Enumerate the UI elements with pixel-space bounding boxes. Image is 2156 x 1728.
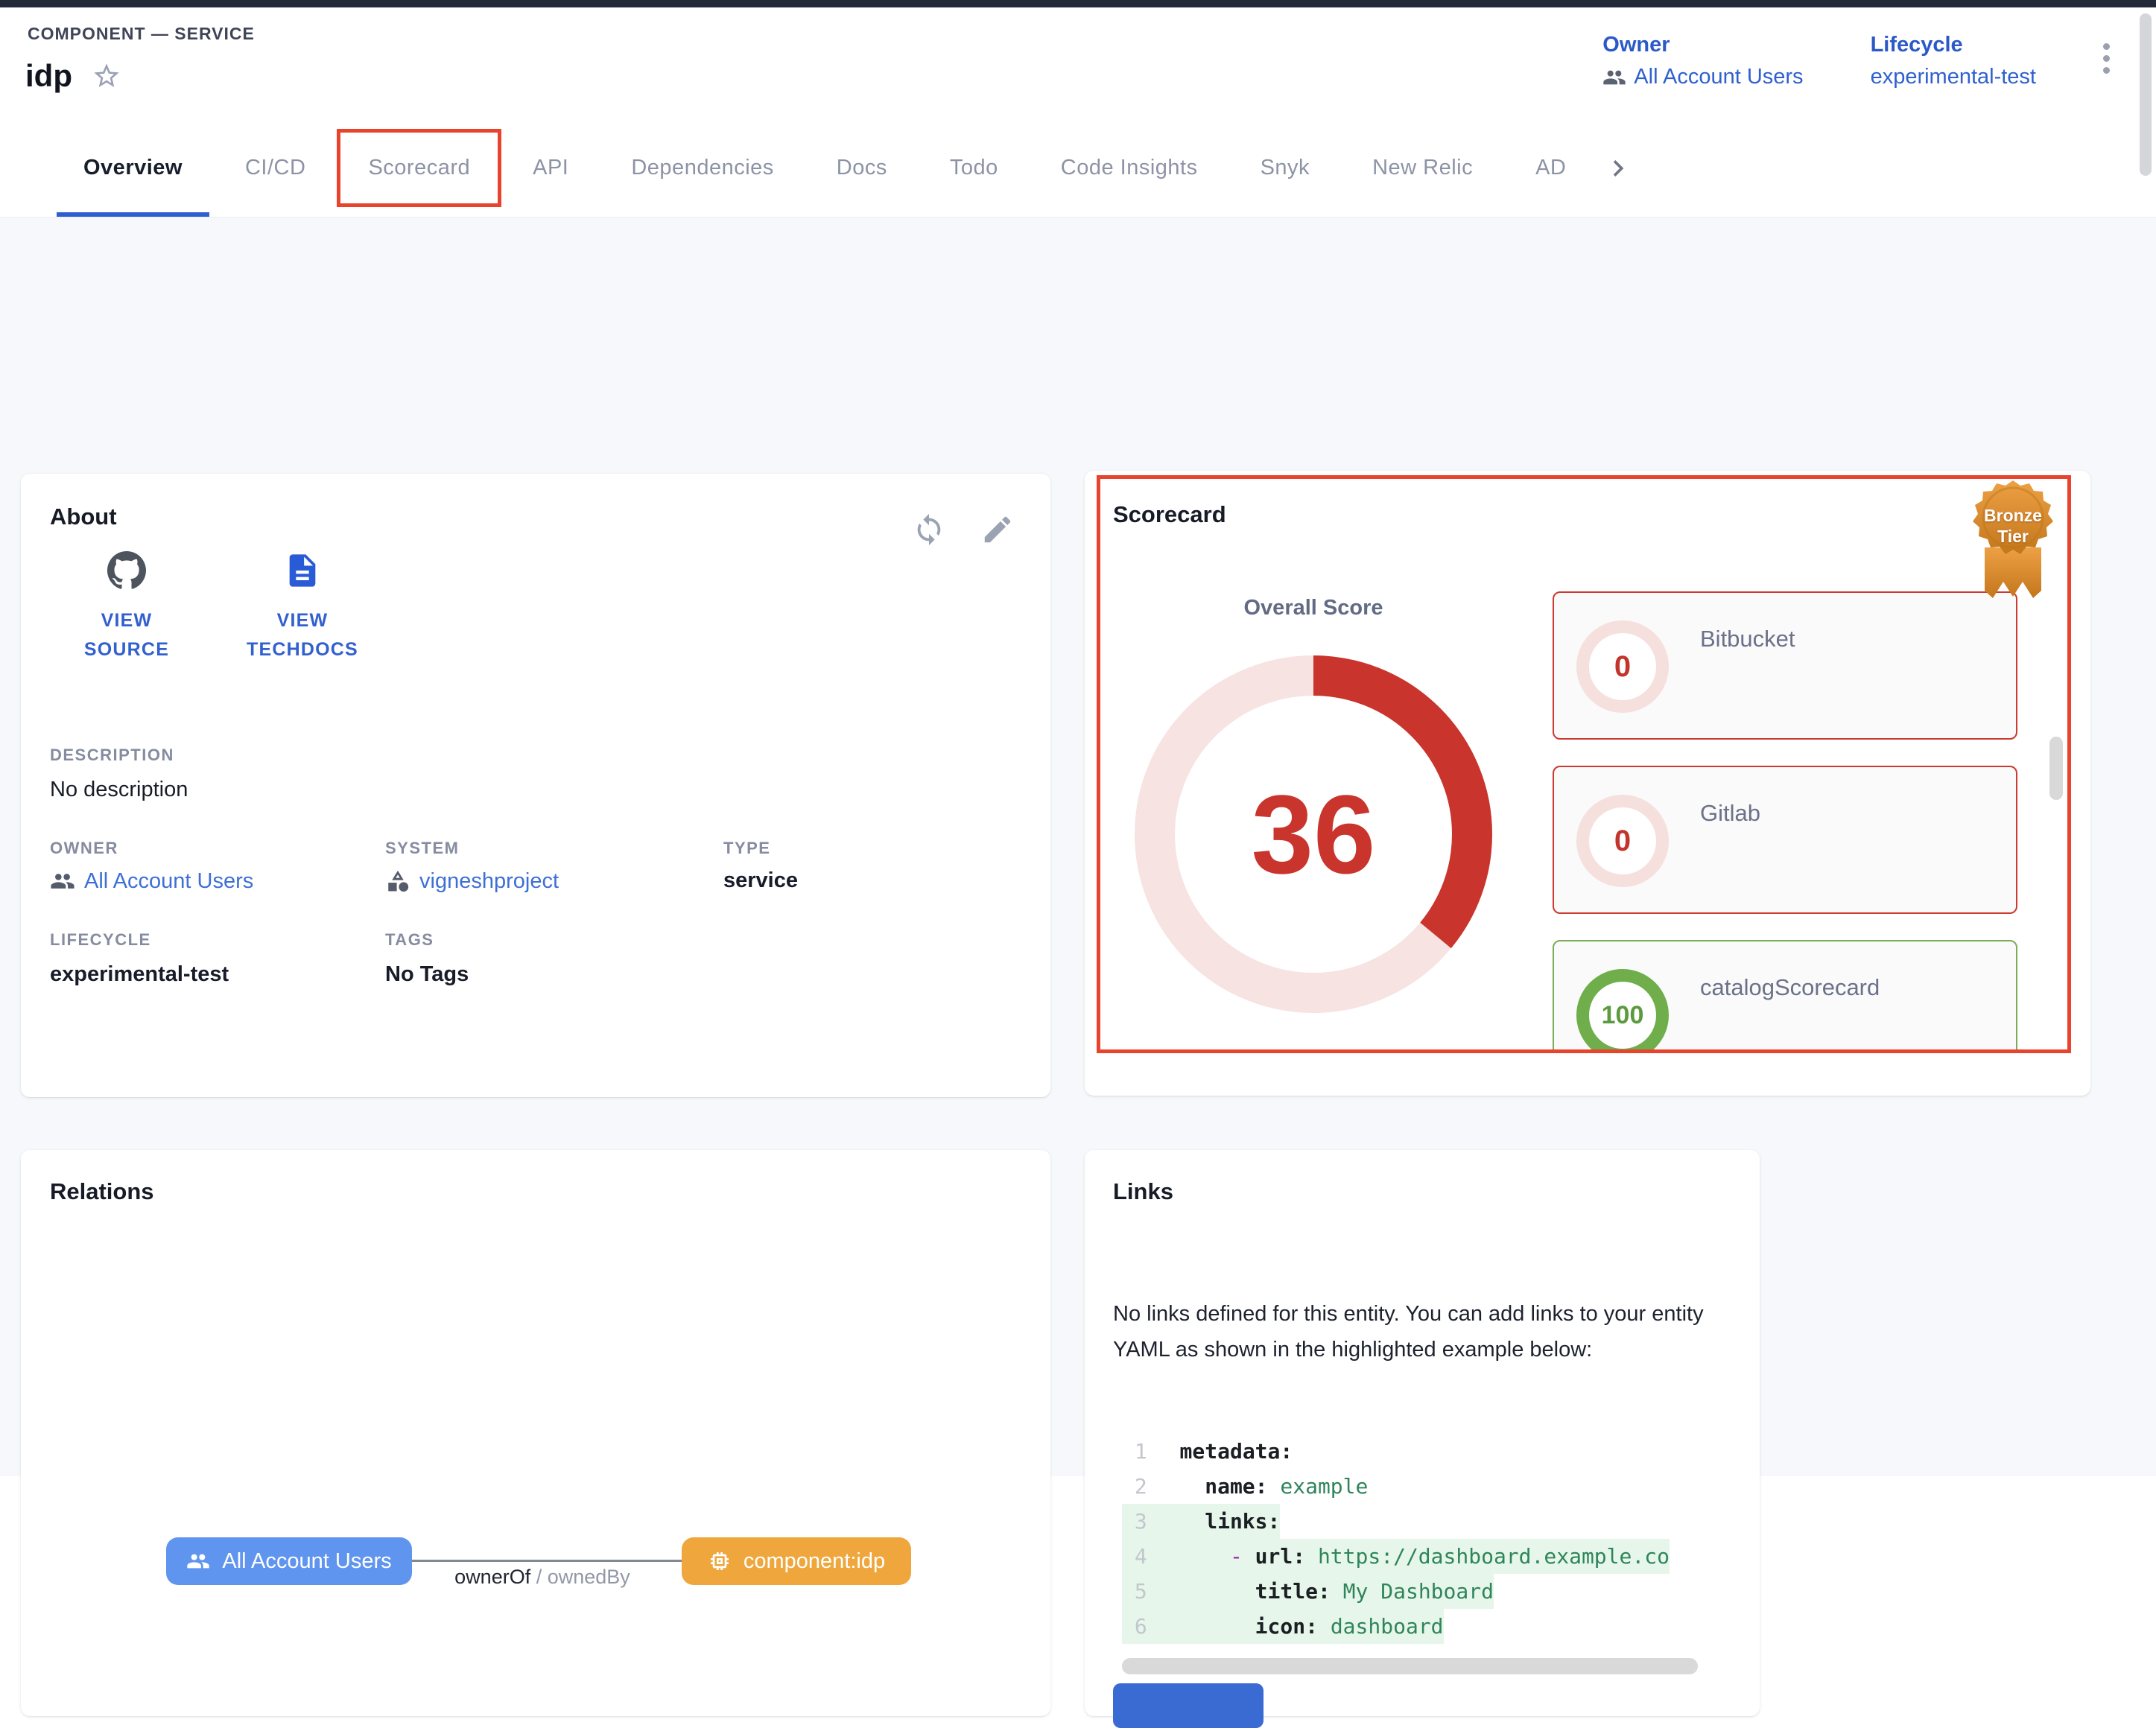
overall-score-label: Overall Score [1243, 596, 1383, 620]
badge-seal [1973, 480, 2053, 554]
code-line-highlighted: 4- url: https://dashboard.example.co [1122, 1539, 1718, 1574]
tab-docs[interactable]: Docs [836, 156, 887, 180]
github-icon [107, 551, 146, 589]
tab-adrs-truncated[interactable]: AD [1535, 156, 1567, 180]
lifecycle-field-label: LIFECYCLE [50, 930, 151, 949]
relation-edge-label: ownerOf / ownedBy [454, 1566, 630, 1588]
code-horizontal-scrollbar[interactable] [1122, 1658, 1698, 1674]
content-area: About VIEW SOURCE VIEW TECHDOCS DESCRIPT… [0, 217, 2156, 1728]
system-field-link[interactable]: vigneshproject [385, 868, 559, 894]
breadcrumb: COMPONENT — SERVICE [28, 24, 255, 43]
scorecard-item-catalogscorecard[interactable]: 100 catalogScorecard [1553, 940, 2017, 1053]
badge-line2: Tier [1997, 526, 2029, 546]
more-options-icon[interactable] [2103, 33, 2110, 74]
relation-edge [393, 1560, 691, 1562]
chip-icon [710, 1552, 729, 1570]
code-line: 2 name: example [1134, 1474, 1369, 1499]
system-icon [388, 870, 409, 892]
app-top-bar [0, 0, 2156, 7]
type-field-value: service [723, 868, 798, 892]
owner-label: Owner [1602, 33, 1670, 57]
score-ring: 0 [1576, 795, 1669, 887]
lifecycle-value: experimental-test [1870, 65, 2036, 89]
people-icon [51, 874, 74, 889]
description-label: DESCRIPTION [50, 746, 174, 764]
entity-header: COMPONENT — SERVICE idp Owner All Accoun… [0, 7, 2156, 127]
document-icon [289, 554, 316, 587]
owner-field-link[interactable]: All Account Users [50, 868, 253, 894]
overall-score-value: 36 [1251, 771, 1376, 897]
tab-new-relic[interactable]: New Relic [1372, 156, 1474, 180]
code-line-highlighted: 6 icon: dashboard [1122, 1609, 1718, 1644]
tags-field-value: No Tags [385, 962, 469, 986]
tab-api[interactable]: API [533, 156, 569, 180]
scorecard-card: Scorecard Overall Score 36 0 Bitbucket 0… [1085, 471, 2090, 1096]
links-card: Links No links defined for this entity. … [1085, 1150, 1760, 1728]
tabs-scroll-right-icon[interactable] [1602, 119, 1635, 217]
code-line-highlighted: 3 links: [1122, 1504, 1718, 1539]
about-card: About VIEW SOURCE VIEW TECHDOCS DESCRIPT… [21, 474, 1050, 1097]
people-icon [187, 1554, 210, 1569]
page-scrollbar[interactable] [2140, 13, 2152, 176]
entity-tabs: Overview CI/CD Scorecard API Dependencie… [0, 119, 2156, 217]
relations-card: Relations All Account Users component:id… [21, 1150, 1050, 1716]
tab-code-insights[interactable]: Code Insights [1060, 156, 1198, 180]
lifecycle-field-value: experimental-test [50, 962, 229, 986]
scorecard-item-bitbucket[interactable]: 0 Bitbucket [1553, 591, 2017, 740]
links-action-button-clipped[interactable] [1113, 1683, 1264, 1728]
about-title: About [50, 504, 117, 530]
scorecard-title: Scorecard [1113, 501, 1226, 527]
refresh-icon[interactable] [912, 512, 946, 547]
header-lifecycle-block: Lifecycle experimental-test [1871, 33, 2036, 89]
tab-snyk[interactable]: Snyk [1260, 156, 1310, 180]
links-empty-text: No links defined for this entity. You ca… [1113, 1302, 1704, 1362]
links-title: Links [1113, 1178, 1173, 1204]
code-line-highlighted: 5 title: My Dashboard [1122, 1574, 1718, 1609]
code-line: 1 metadata: [1134, 1439, 1293, 1464]
relation-node-component[interactable]: component:idp [682, 1537, 911, 1585]
scorecard-list-scrollbar[interactable] [2049, 737, 2063, 800]
badge-line1: Bronze [1984, 506, 2042, 525]
view-source-link[interactable]: VIEW SOURCE [60, 551, 194, 664]
favorite-star-icon[interactable] [92, 61, 121, 91]
lifecycle-label: Lifecycle [1870, 33, 1963, 57]
scorecard-item-gitlab[interactable]: 0 Gitlab [1553, 766, 2017, 914]
tab-dependencies[interactable]: Dependencies [631, 156, 774, 180]
score-ring: 100 [1576, 969, 1669, 1053]
scorecard-item-list: 0 Bitbucket 0 Gitlab 100 catalogScorecar… [1553, 591, 2017, 1053]
header-owner-block: Owner All Account Users [1602, 33, 1803, 89]
owner-field-label: OWNER [50, 839, 118, 857]
overall-score-donut: 36 [1133, 654, 1494, 1014]
yaml-code-block: 1 metadata: 2 name: example 3 links: 4- url: h… [1122, 1434, 1718, 1651]
view-techdocs-link[interactable]: VIEW TECHDOCS [235, 551, 370, 664]
edit-icon[interactable] [980, 512, 1015, 547]
relation-node-owner[interactable]: All Account Users [166, 1537, 412, 1585]
people-icon [1603, 70, 1626, 84]
owner-link[interactable]: All Account Users [1602, 65, 1804, 89]
tab-scorecard[interactable]: Scorecard [337, 119, 501, 217]
tab-cicd[interactable]: CI/CD [244, 156, 306, 180]
system-field-label: SYSTEM [385, 839, 460, 857]
relations-title: Relations [50, 1178, 154, 1204]
description-value: No description [50, 778, 188, 801]
bronze-tier-badge: Bronze Tier [1967, 479, 2059, 606]
tab-todo[interactable]: Todo [949, 156, 998, 180]
score-ring: 0 [1576, 620, 1669, 713]
page-title: idp [25, 58, 72, 93]
tags-field-label: TAGS [385, 930, 434, 949]
tab-overview[interactable]: Overview [52, 119, 214, 217]
type-field-label: TYPE [723, 839, 771, 857]
